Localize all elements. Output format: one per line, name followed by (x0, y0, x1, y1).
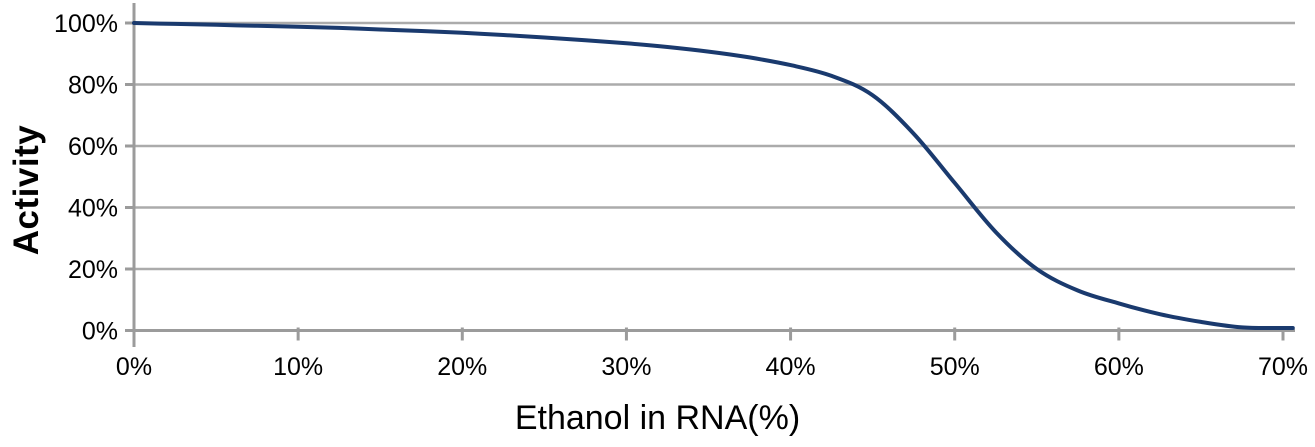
y-tick-label: 80% (68, 72, 118, 100)
y-tick-label: 40% (68, 195, 118, 223)
y-axis-title: Activity (7, 124, 46, 256)
x-tick-label: 70% (1258, 353, 1308, 381)
x-tick-label: 0% (116, 353, 152, 381)
x-tick-label: 30% (601, 353, 651, 381)
x-tick-label: 60% (1094, 353, 1144, 381)
y-tick-label: 100% (54, 10, 118, 38)
x-tick-label: 20% (437, 353, 487, 381)
y-tick-label: 20% (68, 256, 118, 284)
x-tick-label: 50% (930, 353, 980, 381)
x-tick-label: 40% (766, 353, 816, 381)
y-tick-label: 60% (68, 133, 118, 161)
x-axis-title: Ethanol in RNA(%) (514, 399, 801, 437)
activity-curve (132, 21, 1295, 331)
x-tick-label: 10% (273, 353, 323, 381)
y-tick-label: 0% (82, 318, 118, 346)
